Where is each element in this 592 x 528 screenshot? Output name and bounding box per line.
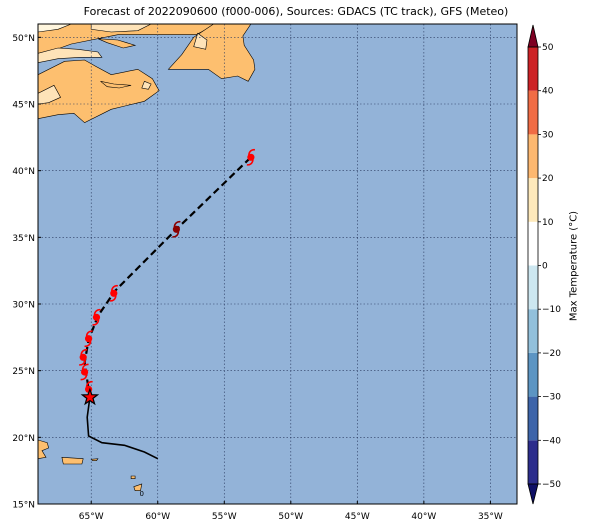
colorbar-tick-label: 20 [542,174,554,184]
land-maine-light [38,84,62,105]
hurricane-symbol-icon [109,284,118,302]
land-hispaniola [38,439,49,460]
hurricane-symbol-icon [92,308,101,326]
x-tick-label: 60°W [145,512,170,522]
colorbar-level [528,352,538,397]
colorbar-level [528,47,538,91]
colorbar-level [528,396,538,441]
y-tick-label: 35°N [12,234,35,244]
land-newfoundland [167,24,256,82]
colorbar-extend-high [527,24,539,48]
y-tick-label: 20°N [12,434,35,444]
observed-track [86,397,159,460]
graticule [38,24,517,504]
colorbar-level [528,134,538,179]
colorbar-tick-label: 50 [542,43,554,53]
y-tick-label: 15°N [12,501,35,511]
colorbar-level [528,265,538,310]
y-tick-label: 30°N [12,301,35,311]
colorbar: −50 −40 −30 −20 −10 0 10 20 30 40 50 [527,24,561,505]
land-labrador-cream [38,24,72,33]
x-tick-label: 40°W [411,512,436,522]
hurricane-symbol-icon [79,348,88,366]
colorbar-tick-label: −50 [542,480,561,490]
hurricane-symbol-icon [246,148,256,166]
hurricane-symbol-icon [172,220,181,238]
colorbar-tick-label: −30 [542,393,561,403]
land-guadeloupe [133,483,143,492]
longitude-axis: 65°W 60°W 55°W 50°W 45°W 40°W 35°W [79,501,503,522]
y-tick-label: 45°N [12,101,35,111]
y-tick-label: 50°N [12,34,35,44]
land-virgin-islands [90,458,99,462]
land-pei [100,81,132,89]
colorbar-tick-label: −40 [542,436,561,446]
land-cape-breton-cream [141,80,152,90]
x-tick-label: 35°W [478,512,503,522]
land-layer [38,24,256,492]
y-tick-label: 40°N [12,167,35,177]
colorbar-level [528,178,538,222]
colorbar-extend-low [527,483,539,505]
colorbar-label: Max Temperature (°C) [568,210,580,322]
colorbar-level [528,440,538,484]
hurricane-symbol-icon [84,330,93,348]
colorbar-tick-label: −20 [542,349,561,359]
colorbar-tick-label: 10 [542,218,554,228]
forecast-track [83,156,252,398]
colorbar-tick-label: 0 [542,262,548,272]
colorbar-tick-label: 30 [542,130,554,140]
land-puerto-rico [61,456,84,465]
x-tick-label: 65°W [79,512,104,522]
map-small-label: 0 [140,490,144,498]
x-tick-label: 45°W [345,512,370,522]
x-tick-label: 55°W [212,512,237,522]
latitude-axis: 15°N 20°N 25°N 30°N 35°N 40°N 45°N 50°N [12,34,41,511]
colorbar-tick-label: 40 [542,87,554,97]
hurricane-symbol-icon [80,363,89,381]
land-gaspe-light [38,47,103,64]
land-newfoundland-light [193,32,208,50]
storm-markers: 0 [79,148,256,498]
storm-track [83,156,252,460]
y-tick-label: 25°N [12,367,35,377]
map-title: Forecast of 2022090600 (f000-006), Sourc… [83,5,509,18]
land-anticosti-island [97,38,137,49]
land-leeward-islands [130,475,136,480]
x-tick-label: 50°W [278,512,303,522]
map-panel: 0 65°W 60°W 55°W 50°W 45°W 40°W 35°W 15°N 20°N 2… [12,23,518,522]
map-frame [37,23,518,505]
colorbar-tick-label: −10 [542,305,561,315]
colorbar-level [528,309,538,353]
current-position-star-icon [80,387,100,406]
colorbar-level [528,221,538,266]
land-nova-scotia-new-england [38,59,160,124]
colorbar-level [528,90,538,135]
